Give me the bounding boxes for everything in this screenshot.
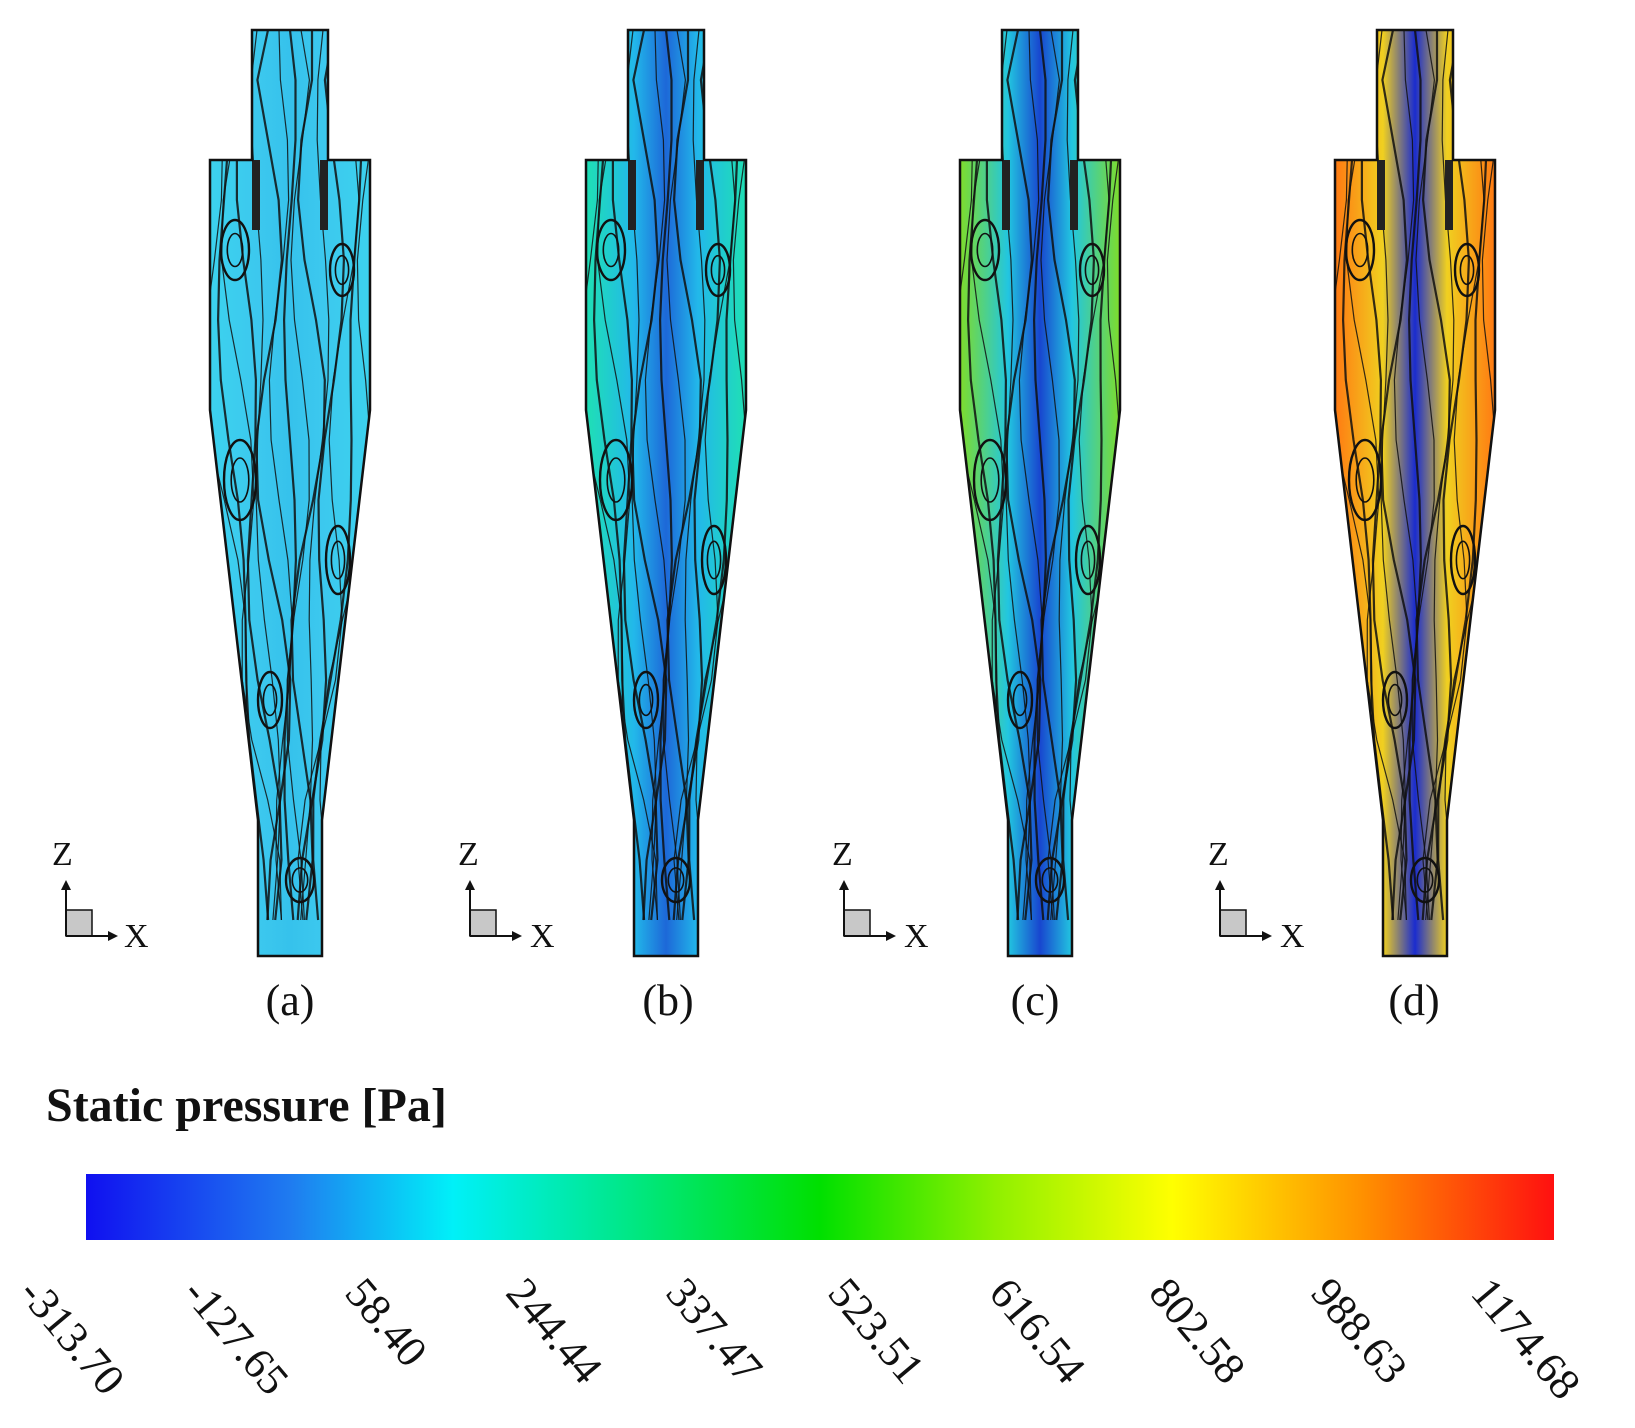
colorbar-tick-label: 244.44 xyxy=(496,1268,613,1393)
cyclone-panel xyxy=(584,28,748,958)
colorbar-tick-label: 523.51 xyxy=(818,1268,935,1393)
panel-label-b: (b) xyxy=(642,976,694,1025)
coordinate-axes-icon xyxy=(61,880,118,941)
axis-x-label-a: X xyxy=(124,918,149,955)
cyclone-body xyxy=(960,30,1120,956)
cyclone-body xyxy=(210,30,370,956)
panel-label-c: (c) xyxy=(1010,976,1060,1025)
axis-z-label-c: Z xyxy=(832,836,853,873)
cyclone-panel xyxy=(1333,28,1497,958)
axis-x-label-b: X xyxy=(530,918,555,955)
coordinate-axes-icon xyxy=(465,880,522,941)
colorbar-tick-label: -127.65 xyxy=(173,1268,299,1405)
cyclone-contours xyxy=(61,28,1497,958)
colorbar-tick-label: 58.40 xyxy=(335,1268,437,1376)
coordinate-axes-icon xyxy=(839,880,896,941)
coordinate-axes-icon xyxy=(1215,880,1272,941)
cyclone-panel xyxy=(958,28,1122,958)
axis-z-label-a: Z xyxy=(52,836,73,873)
cyclone-body xyxy=(1335,30,1495,956)
legend-title: Static pressure [Pa] xyxy=(46,1079,447,1132)
cyclone-body xyxy=(586,30,746,956)
colorbar-tick-label: 988.63 xyxy=(1301,1268,1418,1393)
colorbar xyxy=(86,1174,1554,1240)
streamlines xyxy=(210,30,370,921)
axis-x-label-c: X xyxy=(904,918,929,955)
colorbar-tick-label: -313.70 xyxy=(9,1268,135,1405)
axis-x-label-d: X xyxy=(1280,918,1305,955)
colorbar-tick-label: 616.54 xyxy=(979,1268,1096,1393)
cyclone-panel xyxy=(208,28,372,958)
colorbar-tick-label: 1174.68 xyxy=(1461,1268,1591,1409)
colorbar-tick-label: 802.58 xyxy=(1139,1268,1256,1393)
axis-z-label-d: Z xyxy=(1208,836,1229,873)
colorbar-tick-label: 337.47 xyxy=(656,1268,773,1393)
axis-z-label-b: Z xyxy=(458,836,479,873)
panel-label-d: (d) xyxy=(1388,976,1440,1025)
panel-label-a: (a) xyxy=(265,976,315,1025)
